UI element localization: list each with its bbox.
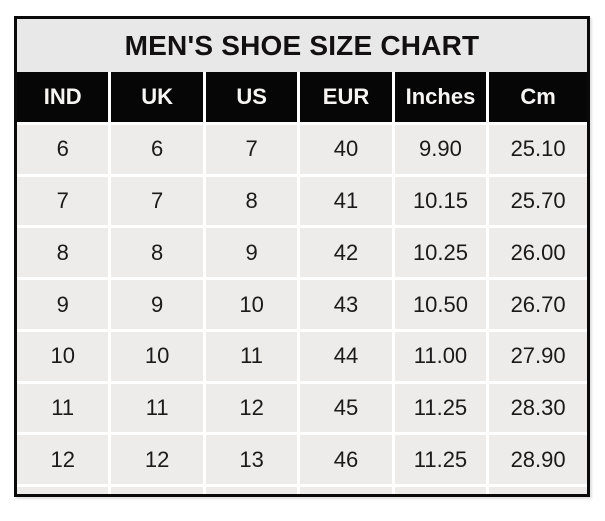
table-cell: 10	[111, 331, 203, 381]
column-header-inches: Inches	[394, 72, 487, 122]
table-body: 6 6 7 40 9.90 25.10 7 7 8 41 10.15 25.70 8 8 9 42 10.25 2…	[17, 122, 588, 485]
table-cell: 10.25	[394, 228, 487, 278]
column-header-uk: UK	[111, 72, 203, 122]
table-cell: 8	[17, 228, 109, 278]
spacer-cell	[17, 487, 109, 494]
column-header-cm: Cm	[489, 72, 588, 122]
table-cell: 11	[17, 383, 109, 433]
table-cell: 8	[205, 176, 298, 226]
table-cell: 11.25	[394, 383, 487, 433]
spacer-cell	[300, 487, 392, 494]
table-cell: 25.10	[489, 125, 588, 174]
table-cell: 6	[17, 125, 109, 174]
table-row: 10 10 11 44 11.00 27.90	[17, 331, 588, 381]
table-cell: 7	[111, 176, 203, 226]
table-cell: 9	[111, 280, 203, 329]
table-spacer-row	[17, 487, 588, 494]
table-cell: 10.50	[394, 280, 487, 329]
table-cell: 11.00	[394, 331, 487, 381]
column-header-eur: EUR	[300, 72, 392, 122]
mens-shoe-size-chart-table: MEN'S SHOE SIZE CHART IND UK US EUR Inches Cm…	[14, 16, 590, 497]
table-cell: 44	[300, 331, 392, 381]
column-header-us: US	[205, 72, 298, 122]
table-row: 12 12 13 46 11.25 28.90	[17, 435, 588, 485]
table-cell: 12	[17, 435, 109, 485]
table-cell: 45	[300, 383, 392, 433]
spacer-cell	[205, 487, 298, 494]
table-row: 6 6 7 40 9.90 25.10	[17, 125, 588, 174]
column-header-ind: IND	[17, 72, 109, 122]
table-cell: 28.30	[489, 383, 588, 433]
table-cell: 10.15	[394, 176, 487, 226]
spacer-cell	[394, 487, 487, 494]
table-cell: 12	[111, 435, 203, 485]
table-row: 11 11 12 45 11.25 28.30	[17, 383, 588, 433]
table-cell: 27.90	[489, 331, 588, 381]
table-header-row: IND UK US EUR Inches Cm	[17, 72, 588, 122]
table-cell: 25.70	[489, 176, 588, 226]
chart-title: MEN'S SHOE SIZE CHART	[17, 19, 587, 72]
table-cell: 10	[205, 280, 298, 329]
table-cell: 7	[17, 176, 109, 226]
table-cell: 26.70	[489, 280, 588, 329]
table-cell: 43	[300, 280, 392, 329]
table-cell: 9	[205, 228, 298, 278]
table-cell: 11.25	[394, 435, 487, 485]
table-cell: 26.00	[489, 228, 588, 278]
table-cell: 46	[300, 435, 392, 485]
table-cell: 40	[300, 125, 392, 174]
table-cell: 6	[111, 125, 203, 174]
table-cell: 28.90	[489, 435, 588, 485]
table-cell: 9	[17, 280, 109, 329]
table-cell: 12	[205, 383, 298, 433]
table-cell: 41	[300, 176, 392, 226]
table-cell: 8	[111, 228, 203, 278]
table-cell: 7	[205, 125, 298, 174]
table-cell: 13	[205, 435, 298, 485]
table-cell: 11	[111, 383, 203, 433]
table-row: 8 8 9 42 10.25 26.00	[17, 228, 588, 278]
table-cell: 42	[300, 228, 392, 278]
spacer-cell	[489, 487, 588, 494]
table-cell: 10	[17, 331, 109, 381]
table-cell: 11	[205, 331, 298, 381]
table-row: 7 7 8 41 10.15 25.70	[17, 176, 588, 226]
table-cell: 9.90	[394, 125, 487, 174]
table-row: 9 9 10 43 10.50 26.70	[17, 280, 588, 329]
spacer-cell	[111, 487, 203, 494]
